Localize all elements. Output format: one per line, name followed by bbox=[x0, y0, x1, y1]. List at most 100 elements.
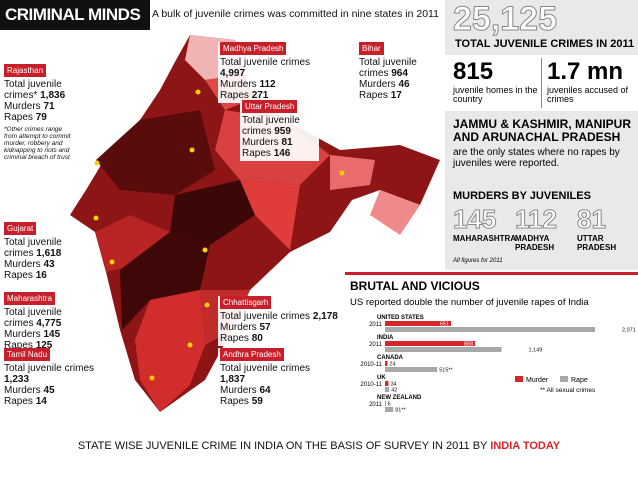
state-name: Andhra Pradesh bbox=[220, 348, 284, 361]
state-callout: Bihar Total juvenile crimes 964 Murders 46… bbox=[357, 42, 436, 103]
norape-title: JAMMU & KASHMIR, MANIPUR AND ARUNACHAL P… bbox=[453, 117, 631, 144]
bar bbox=[385, 387, 390, 392]
stat-value: 4,775 bbox=[36, 318, 62, 329]
stat-line: Murders 45 bbox=[4, 385, 114, 396]
stat-value: 64 bbox=[259, 385, 271, 396]
stat-value: 146 bbox=[273, 148, 291, 159]
infographic: CRIMINAL MINDS A bulk of juvenile crimes… bbox=[0, 0, 638, 414]
map-region bbox=[170, 180, 255, 245]
murder-value: 112 bbox=[515, 204, 558, 235]
map-region bbox=[135, 290, 205, 412]
footnote: All figures for 2011 bbox=[453, 258, 503, 264]
state-callout: Andhra Pradesh Total juvenile crimes 1,83… bbox=[218, 348, 337, 409]
bar bbox=[385, 321, 452, 326]
murder-state: MADHYA PRADESH bbox=[515, 234, 555, 252]
norape-text: are the only states where no rapes by ju… bbox=[453, 147, 620, 169]
stat-label: Total juvenile crimes bbox=[220, 363, 311, 374]
stat-label: Murders bbox=[359, 79, 396, 90]
stat-line: Total juvenile crimes 959 bbox=[242, 115, 317, 137]
stat-label: Rapes bbox=[220, 333, 249, 344]
state-callout: Rajasthan Total juvenile crimes* 1,836 Mur… bbox=[2, 64, 76, 163]
value-label: 34 bbox=[390, 382, 396, 388]
bar bbox=[385, 347, 502, 352]
year-label: 2011 bbox=[369, 342, 383, 348]
caption-source: INDIA TODAY bbox=[490, 440, 561, 452]
value-label: 888 bbox=[464, 342, 473, 348]
map-layer bbox=[70, 35, 440, 412]
stat-value: 125 bbox=[35, 340, 53, 351]
murder-value: 81 bbox=[577, 204, 607, 235]
year-label: 2011 bbox=[369, 322, 383, 328]
country-label: INDIA bbox=[377, 335, 394, 341]
total-value: 25,125 bbox=[453, 0, 558, 39]
stat-label: Total juvenile crimes bbox=[242, 115, 300, 137]
value-label: 2,071 bbox=[622, 328, 636, 334]
stat-line: Rapes 271 bbox=[220, 90, 330, 101]
murder-value: 145 bbox=[452, 204, 497, 235]
state-callout: Madhya Pradesh Total juvenile crimes 4,99… bbox=[218, 42, 332, 103]
year-label: 2010-11 bbox=[360, 362, 382, 368]
stat-line: Rapes 14 bbox=[4, 396, 114, 407]
stat-value: 1,233 bbox=[4, 374, 30, 385]
stat-line: Rapes 79 bbox=[4, 112, 74, 123]
legend-swatch bbox=[560, 376, 568, 382]
stat-label: Total juvenile crimes bbox=[359, 57, 417, 79]
stat-line: Rapes 16 bbox=[4, 270, 74, 281]
bar bbox=[385, 361, 388, 366]
state-name: Madhya Pradesh bbox=[220, 42, 287, 55]
value-label: 1,149 bbox=[529, 348, 543, 354]
stat-line: Murders 46 bbox=[359, 79, 434, 90]
stat-line: Murders 57 bbox=[220, 322, 340, 333]
stat-label: Total juvenile crimes bbox=[220, 311, 311, 322]
state-callout: Gujarat Total juvenile crimes 1,618 Murder… bbox=[2, 222, 76, 283]
stats-panel: 25,125 TOTAL JUVENILE CRIMES IN 2011 815… bbox=[445, 0, 638, 270]
stat-value: 81 bbox=[281, 137, 293, 148]
stat-value: 80 bbox=[251, 333, 263, 344]
stat-value: 43 bbox=[43, 259, 55, 270]
caption-text: STATE WISE JUVENILE CRIME IN INDIA ON TH… bbox=[77, 440, 491, 452]
value-label: 6 bbox=[388, 402, 391, 408]
legend-swatch bbox=[515, 376, 523, 382]
state-name: Maharashtra bbox=[4, 292, 55, 305]
stat-line: Total juvenile crimes* 1,836 bbox=[4, 79, 74, 101]
stat-line: Total juvenile crimes 964 bbox=[359, 57, 434, 79]
chart-title: BRUTAL AND VICIOUS bbox=[350, 279, 480, 293]
state-name: Gujarat bbox=[4, 222, 37, 235]
homes-value: 815 bbox=[453, 58, 494, 85]
value-label: 24 bbox=[389, 362, 395, 368]
stat-value: 17 bbox=[390, 90, 402, 101]
stat-label: Rapes bbox=[4, 112, 33, 123]
value-label: 42 bbox=[391, 388, 397, 394]
stat-line: Murders 64 bbox=[220, 385, 335, 396]
country-label: CANADA bbox=[377, 355, 404, 361]
stat-label: Murders bbox=[4, 259, 41, 270]
country-label: NEW ZEALAND bbox=[377, 395, 422, 401]
stat-value: 45 bbox=[43, 385, 55, 396]
stat-value: 271 bbox=[251, 90, 269, 101]
stat-label: Rapes bbox=[4, 340, 33, 351]
state-callout: Maharashtra Total juvenile crimes 4,775 Mu… bbox=[2, 292, 86, 353]
header-subtitle: A bulk of juvenile crimes was committed … bbox=[152, 8, 439, 20]
stat-label: Murders bbox=[220, 385, 257, 396]
state-callout: Tamil Nadu Total juvenile crimes 1,233 Mur… bbox=[2, 348, 116, 409]
stat-label: Total juvenile crimes* bbox=[4, 79, 62, 101]
chart-note: ** All sexual crimes bbox=[540, 387, 596, 394]
state-name: Bihar bbox=[359, 42, 384, 55]
stat-line: Rapes 125 bbox=[4, 340, 84, 351]
stat-value: 112 bbox=[259, 79, 276, 90]
stat-value: 1,618 bbox=[36, 248, 62, 259]
stat-line: Rapes 17 bbox=[359, 90, 434, 101]
stat-value: 959 bbox=[274, 126, 291, 137]
stat-line: Murders 145 bbox=[4, 329, 84, 340]
stat-line: Murders 71 bbox=[4, 101, 74, 112]
chart-subtitle: US reported double the number of juvenil… bbox=[350, 297, 589, 308]
stat-label: Total juvenile crimes bbox=[4, 237, 62, 259]
stat-label: Murders bbox=[220, 322, 257, 333]
map-region bbox=[120, 232, 210, 330]
stat-line: Murders 81 bbox=[242, 137, 317, 148]
state-name: Rajasthan bbox=[4, 64, 47, 77]
stat-label: Total juvenile crimes bbox=[4, 363, 95, 374]
state-callout: Chhattisgarh Total juvenile crimes 2,178 M… bbox=[218, 296, 342, 346]
stat-value: 2,178 bbox=[312, 311, 338, 322]
